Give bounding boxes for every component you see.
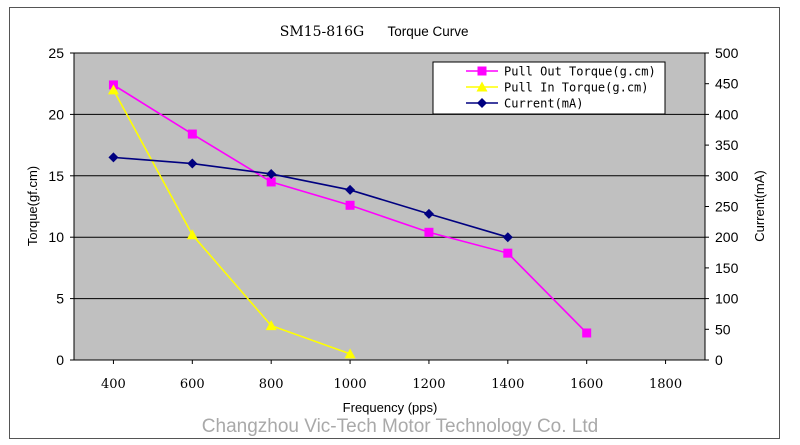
legend-marker-0 (477, 66, 487, 76)
series-0-point-1 (187, 129, 197, 139)
y-left-tick-label-3: 15 (48, 168, 64, 184)
y-left-tick-label-2: 10 (48, 229, 64, 245)
series-2 (108, 152, 513, 243)
series-0-point-2 (266, 177, 276, 187)
y-right-tick-label-7: 350 (715, 137, 739, 153)
y-left-tick-label-4: 20 (48, 106, 64, 122)
chart-title-text: Torque Curve (387, 24, 468, 39)
x-tick-label-2: 800 (259, 377, 284, 392)
y-right-tick-label-5: 250 (715, 199, 739, 215)
series-line-1 (112, 89, 351, 355)
legend-marker-2 (477, 98, 487, 108)
series-0-point-6 (582, 328, 592, 338)
y-right-tick-label-9: 450 (715, 76, 739, 92)
y-axis-right-label: Current(mA) (752, 170, 767, 242)
series-2-point-0 (108, 152, 119, 163)
series-2-point-2 (266, 168, 277, 179)
x-tick-label-3: 1000 (334, 377, 367, 392)
y-axis-left-label: Torque(gf.cm) (25, 166, 40, 246)
series-layer (107, 80, 592, 359)
y-right-tick-label-0: 0 (715, 352, 723, 368)
gridlines (74, 52, 705, 300)
x-axis-label: Frequency (pps) (343, 400, 438, 415)
series-1 (107, 84, 356, 359)
series-1-point-0 (107, 84, 119, 95)
series-2-point-3 (345, 184, 356, 195)
y-right-tick-label-3: 150 (715, 260, 739, 276)
legend-marker-1 (476, 81, 488, 92)
series-1-point-3 (344, 348, 356, 359)
axes-layer: 400 600 800 1000 1200 1400 1600 180005101520250… (48, 45, 738, 392)
x-tick-label-1: 600 (180, 377, 205, 392)
series-0 (108, 80, 592, 338)
series-1-point-2 (265, 320, 277, 331)
x-tick-label-6: 1600 (570, 377, 603, 392)
x-tick-label-5: 1400 (491, 377, 524, 392)
series-1-point-1 (186, 229, 198, 240)
y-right-tick-label-6: 300 (715, 168, 739, 184)
x-tick-label-7: 1800 (649, 377, 682, 392)
y-left-tick-label-5: 25 (48, 45, 64, 61)
y-right-tick-label-10: 500 (715, 45, 739, 61)
series-0-point-5 (503, 248, 513, 258)
legend-label-0: Pull Out Torque(g.cm) (504, 65, 656, 79)
legend: Pull Out Torque(g.cm) Pull In Torque(g.cm… (432, 61, 666, 115)
y-right-tick-label-1: 50 (715, 321, 731, 337)
y-right-tick-label-4: 200 (715, 229, 739, 245)
y-left-tick-label-1: 5 (56, 291, 64, 307)
legend-label-1: Pull In Torque(g.cm) (504, 81, 649, 95)
series-line-2 (113, 156, 509, 238)
x-tick-label-4: 1200 (412, 377, 445, 392)
y-right-tick-label-2: 100 (715, 291, 739, 307)
series-0-point-4 (424, 227, 434, 237)
legend-label-2: Current(mA) (504, 97, 583, 111)
watermark: Changzhou Vic-Tech Motor Technology Co. … (202, 416, 598, 437)
series-0-point-3 (345, 200, 355, 210)
x-tick-label-0: 400 (101, 377, 126, 392)
series-2-point-5 (502, 232, 513, 243)
y-left-tick-label-0: 0 (56, 352, 64, 368)
chart-title-model: SM15-816G (280, 24, 364, 40)
chart-frame (9, 7, 780, 439)
series-2-point-4 (423, 208, 434, 219)
series-2-point-1 (187, 158, 198, 169)
y-right-tick-label-8: 400 (715, 106, 739, 122)
